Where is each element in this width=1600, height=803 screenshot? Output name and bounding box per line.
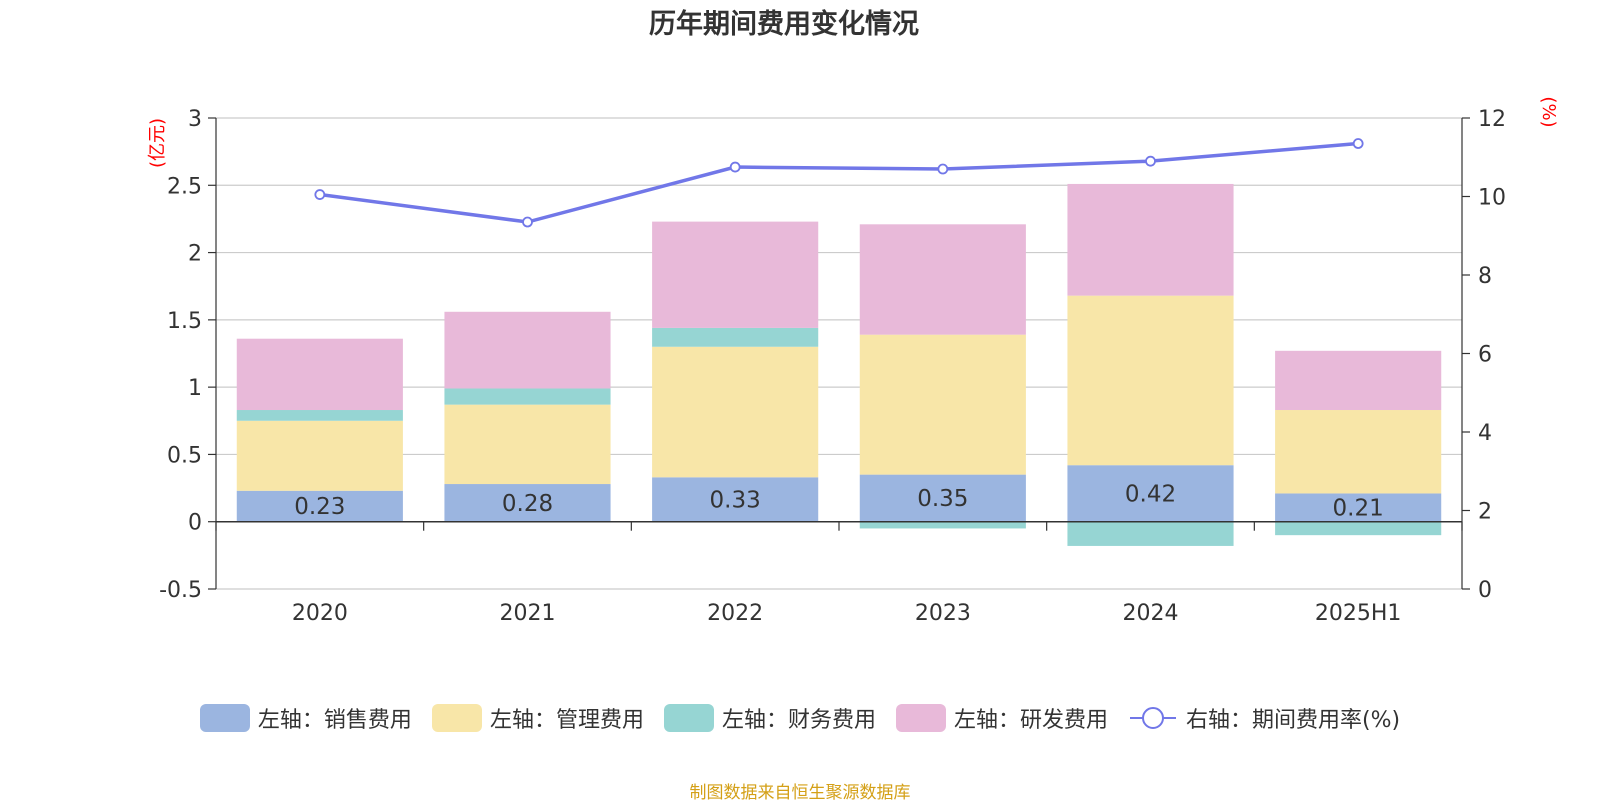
right-tick-label: 4 [1478,421,1492,446]
legend-line-icon [1129,707,1176,729]
right-tick-label: 12 [1478,107,1506,132]
x-tick-label: 2022 [707,601,763,626]
bar-1-2024 [1067,295,1234,466]
rate-point-2023 [937,163,949,175]
right-tick-label: 10 [1478,186,1506,211]
bar-1-2025H1 [1275,410,1442,494]
rate-point-2020 [314,189,326,200]
legend-item-admin[interactable]: 左轴：管理费用 [431,702,644,734]
bar-1-2021 [444,404,611,485]
rate-point-2024 [1145,155,1156,167]
bar-series [236,183,1442,546]
bar-0-2023 [859,474,1026,522]
bar-3-2023 [859,224,1026,335]
right-tick-label: 8 [1478,264,1492,289]
bar-label-2025H1: 0.21 [1333,496,1384,522]
bar-2-2022 [652,327,819,347]
bar-data-labels: 0.23 0.28 0.33 0.35 0.42 0.21 [294,481,1384,521]
left-tick-label: 1 [188,376,202,401]
rate-line [319,141,1359,224]
left-axis-ticks: -0.5 0 0.5 1 1.5 2 2.5 3 [159,107,216,603]
legend-label-admin: 左轴：管理费用 [489,708,644,733]
bar-0-2020 [236,490,403,522]
legend-label-sales: 左轴：销售费用 [257,708,412,733]
legend-swatch-sales [199,704,250,732]
legend-item-sales[interactable]: 左轴：销售费用 [199,702,412,734]
bar-label-2021: 0.28 [502,491,553,517]
bar-0-2021 [444,484,611,522]
bar-1-2023 [859,334,1026,475]
bar-1-2022 [652,346,819,478]
left-tick-label: 1.5 [167,309,202,334]
left-tick-label: 2 [188,242,202,267]
legend-swatch-rd [895,704,946,732]
legend: 左轴：销售费用 左轴：管理费用 左轴：财务费用 左轴：研发费用 右轴：期间费用率… [0,702,1600,734]
bar-label-2024: 0.42 [1125,481,1176,507]
bar-label-2022: 0.33 [710,488,761,514]
legend-label-finance: 左轴：财务费用 [721,708,876,733]
bar-2-2020 [236,410,403,421]
bar-3-2024 [1067,183,1234,296]
rate-point-2021 [522,216,533,228]
rate-point-2022 [729,161,741,173]
left-tick-label: 2.5 [167,174,202,199]
rate-point-2025H1 [1352,138,1364,149]
left-tick-label: -0.5 [159,578,202,603]
bar-3-2020 [236,338,403,411]
source-note: 制图数据来自恒生聚源数据库 [689,783,911,803]
axes [215,118,1463,589]
left-tick-label: 0 [188,511,202,536]
bar-3-2025H1 [1275,350,1442,411]
bar-0-2022 [652,477,819,522]
legend-item-finance[interactable]: 左轴：财务费用 [663,702,876,734]
right-axis-unit: (%) [1538,96,1559,127]
bar-1-2020 [236,420,403,491]
left-tick-label: 3 [188,107,202,132]
right-axis-ticks: 0 2 4 6 8 10 12 [1462,107,1506,603]
right-tick-label: 2 [1478,500,1492,525]
bar-label-2020: 0.23 [294,494,345,520]
right-tick-label: 0 [1478,578,1492,603]
bar-0-2024 [1067,465,1234,522]
legend-swatch-finance [663,704,714,732]
x-tick-label: 2023 [915,601,971,626]
bar-2-2021 [444,388,611,405]
bar-2-2025H1 [1275,521,1442,536]
x-axis-ticks: 2020 2021 2022 2023 2024 2025H1 [292,601,1402,626]
bar-0-2025H1 [1275,493,1442,522]
left-tick-label: 0.5 [167,443,202,468]
legend-label-rate: 右轴：期间费用率(%) [1185,708,1401,733]
legend-label-rd: 左轴：研发费用 [953,708,1108,733]
legend-item-rd[interactable]: 左轴：研发费用 [895,702,1108,734]
chart-title: 历年期间费用变化情况 [649,8,919,40]
legend-item-rate[interactable]: 右轴：期间费用率(%) [1128,702,1400,734]
bar-3-2022 [652,221,819,328]
bar-3-2021 [444,311,611,389]
bar-2-2023 [859,521,1026,529]
x-tick-label: 2024 [1123,601,1179,626]
x-tick-label: 2025H1 [1315,601,1402,626]
bar-2-2024 [1067,521,1234,546]
x-tick-label: 2021 [500,601,556,626]
x-tick-label: 2020 [292,601,348,626]
bar-label-2023: 0.35 [917,486,968,512]
left-axis-unit: (亿元) [147,118,168,168]
rate-line-series [314,138,1364,228]
legend-swatch-admin [431,704,482,732]
right-tick-label: 6 [1478,343,1492,368]
